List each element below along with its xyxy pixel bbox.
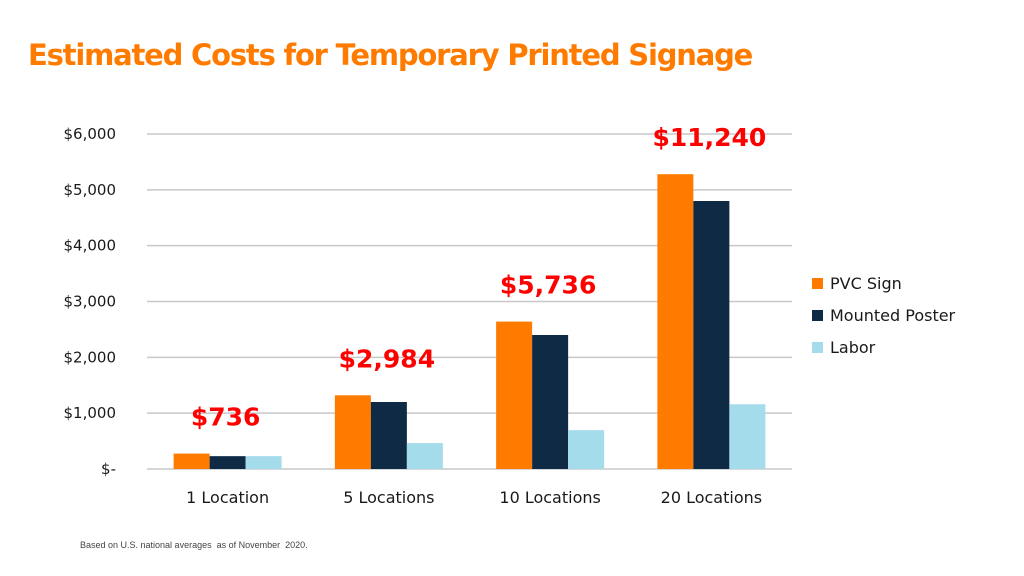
x-category-label: 1 Location [186,488,269,507]
legend-item: Mounted Poster [812,306,956,325]
bar-labor [406,443,443,469]
bar-mounted-poster [532,335,569,469]
y-tick-label: $5,000 [64,181,117,199]
y-tick-label: $6,000 [64,125,117,143]
bar-labor [568,430,605,469]
bar-labor [729,404,766,469]
bar-pvc-sign [496,321,533,469]
bars [173,174,766,469]
legend-label: PVC Sign [830,274,902,293]
y-axis-tick-labels: $- $1,000 $2,000 $3,000 $4,000 $5,000 $6,000 [64,125,117,478]
y-tick-label: $3,000 [64,293,117,311]
legend: PVC Sign Mounted Poster Labor [812,274,956,357]
legend-swatch [812,310,823,321]
x-category-label: 10 Locations [499,488,600,507]
legend-label: Mounted Poster [830,306,956,325]
bar-pvc-sign [334,395,371,469]
legend-item: Labor [812,338,876,357]
y-tick-label: $- [101,460,116,478]
total-labels: $736 $2,984 $5,736 $11,240 [191,123,766,431]
legend-swatch [812,278,823,289]
total-label: $5,736 [500,271,596,300]
bar-mounted-poster [693,201,730,469]
x-category-label: 20 Locations [661,488,762,507]
legend-label: Labor [830,338,876,357]
total-label: $736 [191,403,261,432]
y-tick-label: $2,000 [64,348,117,366]
bar-labor [245,456,282,469]
bar-pvc-sign [173,453,210,469]
bar-mounted-poster [209,456,246,469]
chart-title: Estimated Costs for Temporary Printed Si… [28,38,753,72]
total-label: $11,240 [652,123,766,152]
legend-swatch [812,342,823,353]
x-axis-category-labels: 1 Location 5 Locations 10 Locations 20 Loca… [186,488,762,507]
y-tick-label: $1,000 [64,404,117,422]
x-category-label: 5 Locations [343,488,434,507]
legend-item: PVC Sign [812,274,902,293]
bar-pvc-sign [657,174,694,469]
total-label: $2,984 [339,344,435,373]
bar-mounted-poster [370,402,407,469]
y-tick-label: $4,000 [64,237,117,255]
footnote: Based on U.S. national averages as of No… [80,540,308,550]
